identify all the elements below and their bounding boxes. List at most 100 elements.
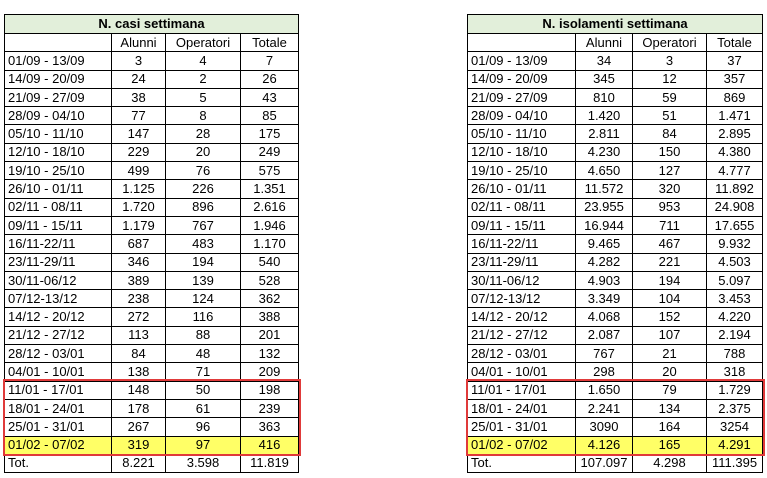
data-row: 28/09 - 04/10 77 8 85 <box>4 106 300 126</box>
data-row: 28/12 - 03/01 84 48 132 <box>4 344 300 364</box>
value-cell: 127 <box>632 161 707 181</box>
value-cell: 164 <box>632 417 707 437</box>
value-cell: 4.503 <box>705 252 764 272</box>
value-cell: 132 <box>239 344 300 364</box>
value-cell: 2.895 <box>705 124 764 144</box>
week-cell: 23/11-29/11 <box>4 252 112 272</box>
value-cell: 389 <box>111 270 166 291</box>
value-cell: 201 <box>239 325 300 346</box>
value-cell: 528 <box>239 270 300 291</box>
data-row: 18/01 - 24/01 2.241 134 2.375 <box>467 398 764 419</box>
week-cell: 28/12 - 03/01 <box>4 344 112 364</box>
value-cell: 16.944 <box>575 215 633 236</box>
week-cell: 18/01 - 24/01 <box>4 398 112 419</box>
value-cell: 12 <box>632 69 707 89</box>
total-cell: 107.097 <box>575 453 633 474</box>
value-cell: 298 <box>575 362 633 382</box>
value-cell: 4.903 <box>575 270 633 291</box>
data-row: 01/02 - 07/02 4.126 165 4.291 <box>467 435 764 455</box>
value-cell: 3090 <box>575 417 633 437</box>
week-cell: 19/10 - 25/10 <box>4 161 112 181</box>
value-cell: 79 <box>632 380 707 400</box>
value-cell: 124 <box>165 289 241 309</box>
value-cell: 467 <box>632 234 707 254</box>
value-cell: 178 <box>111 398 166 419</box>
data-row: 01/02 - 07/02 319 97 416 <box>4 435 300 455</box>
value-cell: 272 <box>111 307 166 327</box>
value-cell: 1.729 <box>705 380 764 400</box>
value-cell: 134 <box>632 398 707 419</box>
total-row: Tot. 107.097 4.298 111.395 <box>467 453 764 474</box>
week-cell: 01/02 - 07/02 <box>467 435 576 455</box>
value-cell: 499 <box>111 161 166 181</box>
week-cell: 05/10 - 11/10 <box>4 124 112 144</box>
data-row: 21/09 - 27/09 38 5 43 <box>4 87 300 108</box>
value-cell: 88 <box>165 325 241 346</box>
header-cell <box>4 32 112 53</box>
week-cell: 05/10 - 11/10 <box>467 124 576 144</box>
value-cell: 113 <box>111 325 166 346</box>
value-cell: 104 <box>632 289 707 309</box>
value-cell: 9.932 <box>705 234 764 254</box>
value-cell: 687 <box>111 234 166 254</box>
value-cell: 1.946 <box>239 215 300 236</box>
data-row: 12/10 - 18/10 229 20 249 <box>4 142 300 163</box>
value-cell: 175 <box>239 124 300 144</box>
total-label: Tot. <box>467 453 576 474</box>
data-row: 04/01 - 10/01 298 20 318 <box>467 362 764 382</box>
table-title: N. isolamenti settimana <box>466 14 764 34</box>
data-table: N. casi settimana Alunni Operatori Totale 01… <box>3 14 300 474</box>
value-cell: 3.349 <box>575 289 633 309</box>
week-cell: 26/10 - 01/11 <box>467 179 576 199</box>
week-cell: 26/10 - 01/11 <box>4 179 112 199</box>
value-cell: 9.465 <box>575 234 633 254</box>
data-row: 21/12 - 27/12 2.087 107 2.194 <box>467 325 764 346</box>
value-cell: 48 <box>165 344 241 364</box>
value-cell: 97 <box>165 435 241 455</box>
value-cell: 896 <box>165 197 241 217</box>
value-cell: 84 <box>111 344 166 364</box>
table-title: N. casi settimana <box>3 14 300 34</box>
data-row: 30/11-06/12 4.903 194 5.097 <box>467 270 764 291</box>
value-cell: 85 <box>239 106 300 126</box>
value-cell: 23.955 <box>575 197 633 217</box>
value-cell: 869 <box>705 87 764 108</box>
total-cell: 4.298 <box>632 453 707 474</box>
value-cell: 24 <box>111 69 166 89</box>
value-cell: 37 <box>705 51 764 71</box>
data-row: 16/11-22/11 9.465 467 9.932 <box>467 234 764 254</box>
value-cell: 238 <box>111 289 166 309</box>
value-cell: 43 <box>239 87 300 108</box>
value-cell: 152 <box>632 307 707 327</box>
value-cell: 165 <box>632 435 707 455</box>
value-cell: 4.220 <box>705 307 764 327</box>
data-row: 07/12-13/12 3.349 104 3.453 <box>467 289 764 309</box>
value-cell: 1.420 <box>575 106 633 126</box>
week-cell: 01/09 - 13/09 <box>4 51 112 71</box>
week-cell: 14/09 - 20/09 <box>4 69 112 89</box>
week-cell: 01/09 - 13/09 <box>467 51 576 71</box>
data-row: 11/01 - 17/01 1.650 79 1.729 <box>467 380 764 400</box>
value-cell: 357 <box>705 69 764 89</box>
value-cell: 953 <box>632 197 707 217</box>
total-cell: 11.819 <box>239 453 300 474</box>
data-row: 18/01 - 24/01 178 61 239 <box>4 398 300 419</box>
header-cell: Alunni <box>111 32 166 53</box>
week-cell: 18/01 - 24/01 <box>467 398 576 419</box>
value-cell: 5 <box>165 87 241 108</box>
value-cell: 1.125 <box>111 179 166 199</box>
data-row: 21/12 - 27/12 113 88 201 <box>4 325 300 346</box>
header-row: Alunni Operatori Totale <box>4 32 300 53</box>
week-cell: 28/09 - 04/10 <box>4 106 112 126</box>
week-cell: 11/01 - 17/01 <box>467 380 576 400</box>
data-row: 01/09 - 13/09 3 4 7 <box>4 51 300 71</box>
week-cell: 07/12-13/12 <box>467 289 576 309</box>
data-row: 26/10 - 01/11 11.572 320 11.892 <box>467 179 764 199</box>
week-cell: 21/09 - 27/09 <box>467 87 576 108</box>
data-row: 21/09 - 27/09 810 59 869 <box>467 87 764 108</box>
value-cell: 38 <box>111 87 166 108</box>
value-cell: 51 <box>632 106 707 126</box>
header-cell: Totale <box>705 32 764 53</box>
value-cell: 4.282 <box>575 252 633 272</box>
value-cell: 226 <box>165 179 241 199</box>
